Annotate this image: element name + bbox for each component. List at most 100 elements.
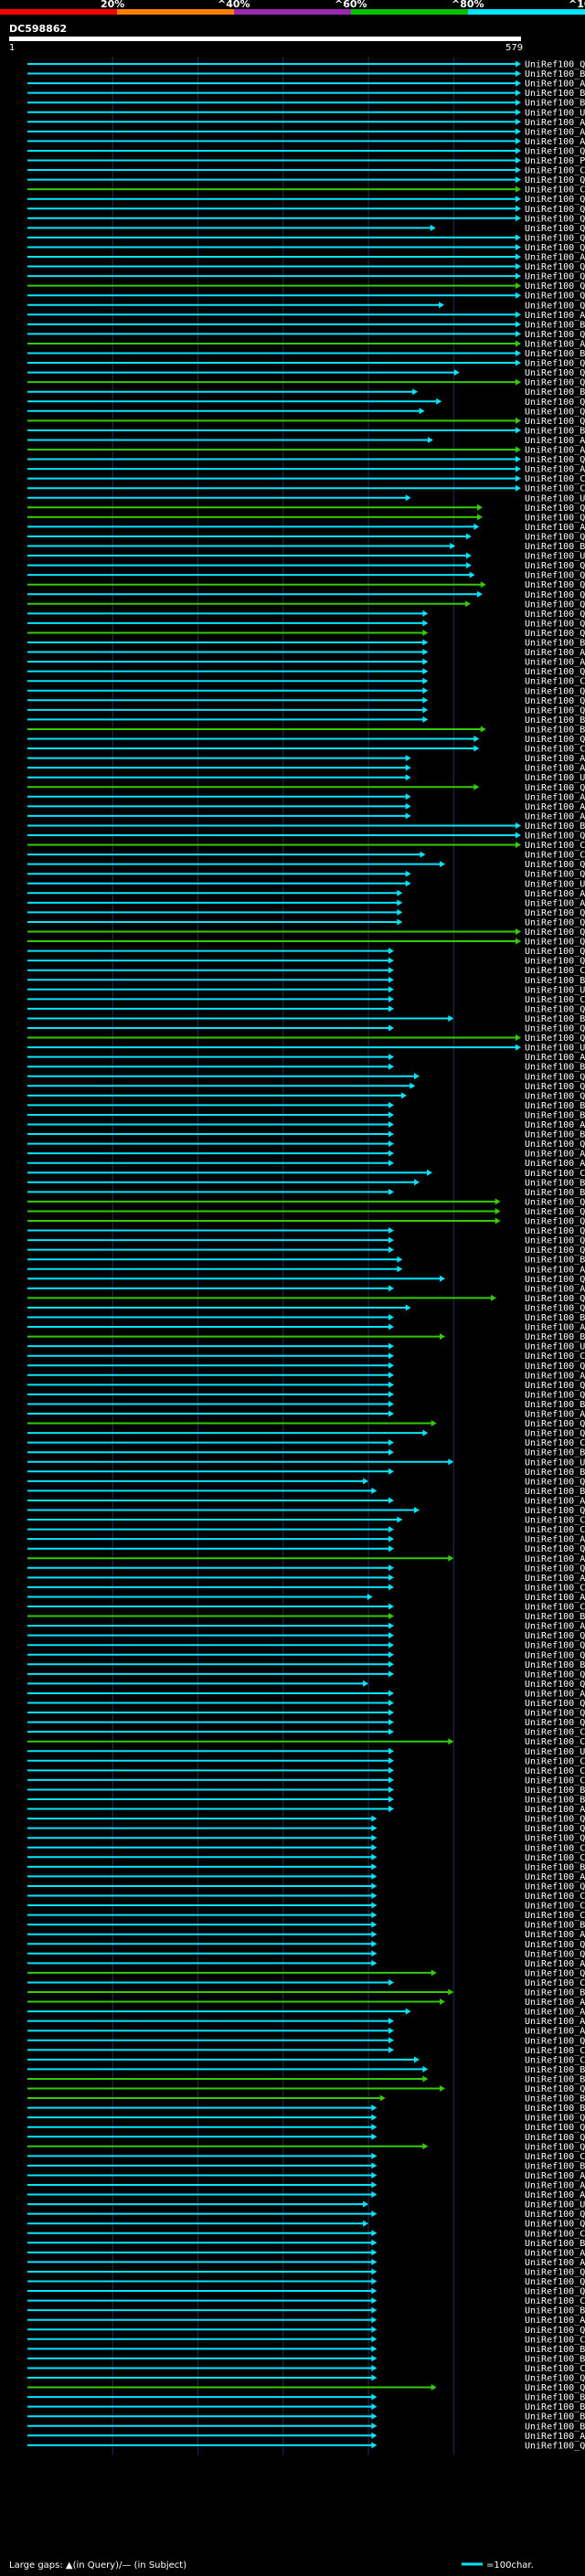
hit-label[interactable]: UniRef100_Q0PJM1: [525, 2383, 585, 2393]
hit-label[interactable]: UniRef100_UPI000...: [525, 879, 585, 889]
hit-label[interactable]: UniRef100_Q93IU9: [525, 1699, 585, 1709]
hit-label[interactable]: UniRef100_B9G290: [525, 822, 585, 832]
hit-label[interactable]: UniRef100_C5XGL4: [525, 841, 585, 851]
hit-label[interactable]: UniRef100_Q9ZSA9: [525, 599, 585, 610]
hit-label[interactable]: UniRef100_A2X7P4: [525, 1323, 585, 1333]
hit-label[interactable]: UniRef100_Q9ZUR8: [525, 1362, 585, 1372]
hit-label[interactable]: UniRef100_B881X4: [525, 426, 585, 436]
hit-label[interactable]: UniRef100_Q3S739: [525, 1207, 585, 1217]
hit-label[interactable]: UniRef100_B9HFF9: [525, 99, 585, 109]
hit-label[interactable]: UniRef100_Q2Z219: [525, 2287, 585, 2297]
hit-label[interactable]: UniRef100_Q8H2S0: [525, 398, 585, 408]
hit-label[interactable]: UniRef100_B9GH17: [525, 1612, 585, 1622]
hit-label[interactable]: UniRef100_Q271P1: [525, 1834, 585, 1844]
hit-label[interactable]: UniRef100_A9PAY7: [525, 1622, 585, 1632]
hit-label[interactable]: UniRef100_A9NR14: [525, 1554, 585, 1564]
hit-label[interactable]: UniRef100_Q79LP7: [525, 1197, 585, 1207]
hit-label[interactable]: UniRef100_A7R3Q9: [525, 446, 585, 456]
hit-label[interactable]: UniRef100_A7Y334: [525, 754, 585, 764]
hit-label[interactable]: UniRef100_Q9LFE1: [525, 214, 585, 224]
hit-label[interactable]: UniRef100_B9I4L5: [525, 1468, 585, 1478]
hit-label[interactable]: UniRef100_B4FNX4: [525, 2104, 585, 2114]
hit-label[interactable]: UniRef100_B9T8B7: [525, 2161, 585, 2171]
hit-label[interactable]: UniRef100_Q0PJF3: [525, 1082, 585, 1092]
hit-label[interactable]: UniRef100_Q8APP3: [525, 629, 585, 639]
hit-label[interactable]: UniRef100_Q9SQ22: [525, 175, 585, 186]
hit-label[interactable]: UniRef100_C6TMA9: [525, 2152, 585, 2162]
hit-label[interactable]: UniRef100_Q9XK19: [525, 1949, 585, 1959]
hit-label[interactable]: UniRef100_A9TUL2: [525, 1265, 585, 1275]
hit-label[interactable]: UniRef100_Q8S421: [525, 1641, 585, 1651]
hit-label[interactable]: UniRef100_Q9SPG1: [525, 1940, 585, 1950]
hit-label[interactable]: UniRef100_UPI000...: [525, 108, 585, 118]
hit-label[interactable]: UniRef100_B9SNT7: [525, 349, 585, 359]
hit-label[interactable]: UniRef100_B9I6H3: [525, 1014, 585, 1024]
hit-label[interactable]: UniRef100_C0PP26: [525, 474, 585, 484]
hit-label[interactable]: UniRef100_Q9SLT1: [525, 2277, 585, 2287]
hit-label[interactable]: UniRef100_A7PC64: [525, 311, 585, 321]
hit-label[interactable]: UniRef100_Q94PP2: [525, 330, 585, 340]
hit-label[interactable]: UniRef100_C6F985: [525, 677, 585, 687]
hit-label[interactable]: UniRef100_B9HY92: [525, 1130, 585, 1140]
hit-label[interactable]: UniRef100_Q8S415: [525, 1544, 585, 1554]
hit-label[interactable]: UniRef100_Q8APP3: [525, 292, 585, 302]
hit-label[interactable]: UniRef100_B1N726: [525, 2422, 585, 2432]
hit-label[interactable]: UniRef100_Q9SLT1: [525, 2210, 585, 2220]
hit-label[interactable]: UniRef100_B9F858: [525, 1862, 585, 1872]
hit-label[interactable]: UniRef100_Q9XGQ0: [525, 832, 585, 842]
hit-label[interactable]: UniRef100_B4FXD3: [525, 1921, 585, 1931]
hit-label[interactable]: UniRef100_A9TZ07: [525, 1410, 585, 1420]
hit-label[interactable]: UniRef100_Q84U53: [525, 407, 585, 417]
hit-label[interactable]: UniRef100_Q6R043: [525, 1236, 585, 1246]
hit-label[interactable]: UniRef100_Q2LME7: [525, 1506, 585, 1516]
hit-label[interactable]: UniRef100_Q2J2E6: [525, 1824, 585, 1834]
hit-label[interactable]: UniRef100_B6SQK8: [525, 1786, 585, 1796]
hit-label[interactable]: UniRef100_B9NUK5: [525, 725, 585, 735]
hit-label[interactable]: UniRef100_Q6Z8R4: [525, 195, 585, 205]
hit-label[interactable]: UniRef100_Q9SPG6: [525, 1226, 585, 1236]
hit-label[interactable]: UniRef100_Q4H033: [525, 378, 585, 388]
hit-label[interactable]: UniRef100_Q8W271: [525, 2123, 585, 2133]
hit-label[interactable]: UniRef100_Q2X703: [525, 2142, 585, 2152]
hit-label[interactable]: UniRef100_A7R3Q5: [525, 436, 585, 446]
hit-label[interactable]: UniRef100_C7EY49: [525, 1169, 585, 1179]
hit-label[interactable]: UniRef100_B9HYN4: [525, 639, 585, 649]
hit-label[interactable]: UniRef100_B91018: [525, 542, 585, 552]
hit-label[interactable]: UniRef100_B9IDK2: [525, 1660, 585, 1670]
hit-label[interactable]: UniRef100_C4TC16: [525, 1438, 585, 1448]
hit-label[interactable]: UniRef100_Q93116: [525, 610, 585, 620]
hit-label[interactable]: UniRef100_A9RYF6: [525, 1959, 585, 1969]
hit-label[interactable]: UniRef100_B4F3P6: [525, 1448, 585, 1458]
hit-label[interactable]: UniRef100_C5XB17: [525, 851, 585, 861]
hit-label[interactable]: UniRef100_Q6VUJ2: [525, 1390, 585, 1400]
hit-label[interactable]: UniRef100_Q9M2D9: [525, 1091, 585, 1101]
hit-label[interactable]: UniRef100_Q69598: [525, 2084, 585, 2094]
hit-label[interactable]: UniRef100_A5JYE5: [525, 1496, 585, 1506]
hit-label[interactable]: UniRef100_A7PM20: [525, 523, 585, 533]
hit-label[interactable]: UniRef100_Q9XFM9: [525, 860, 585, 870]
hit-label[interactable]: UniRef100_Q9MUJ5: [525, 735, 585, 745]
hit-label[interactable]: UniRef100_A7R3S0: [525, 127, 585, 137]
hit-label[interactable]: UniRef100_C6THK4: [525, 2055, 585, 2065]
hit-label[interactable]: UniRef100_Q9SLK1: [525, 2114, 585, 2124]
hit-label[interactable]: UniRef100_A9SR78: [525, 792, 585, 802]
hit-label[interactable]: UniRef100_UPI000...: [525, 1342, 585, 1352]
hit-label[interactable]: UniRef100_Q49698: [525, 2326, 585, 2336]
hit-label[interactable]: UniRef100_C5ZB15: [525, 1853, 585, 1863]
hit-label[interactable]: UniRef100_A2Z9A4: [525, 2316, 585, 2326]
hit-label[interactable]: UniRef100_Q5NNQ6: [525, 146, 585, 156]
hit-label[interactable]: UniRef100_Q6F2D7: [525, 1275, 585, 1285]
hit-label[interactable]: UniRef100_Q28882: [525, 2220, 585, 2230]
hit-label[interactable]: UniRef100_A5JYF5: [525, 339, 585, 349]
hit-label[interactable]: UniRef100_C5X5P1: [525, 1352, 585, 1362]
hit-label[interactable]: UniRef100_Q65ZE6: [525, 1564, 585, 1574]
hit-label[interactable]: UniRef100_Q9SPF9: [525, 2441, 585, 2451]
hit-label[interactable]: UniRef100_C5XG16: [525, 1516, 585, 1526]
hit-label[interactable]: UniRef100_Q8SY24: [525, 590, 585, 600]
hit-label[interactable]: UniRef100_B91X06: [525, 716, 585, 726]
hit-label[interactable]: UniRef100_C5XC55: [525, 1902, 585, 1912]
hit-label[interactable]: UniRef100_Q2T089: [525, 2267, 585, 2277]
hit-label[interactable]: UniRef100_Q9FJP2: [525, 262, 585, 272]
hit-label[interactable]: UniRef100_Q9SBF3: [525, 272, 585, 282]
hit-label[interactable]: UniRef100_A7Q9F9: [525, 2008, 585, 2018]
